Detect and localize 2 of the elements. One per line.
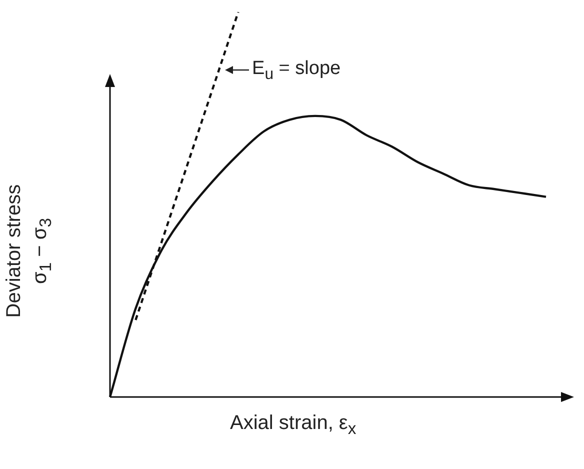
x-axis-title: Axial strain, ε$_{x}$: [230, 412, 356, 439]
annotation: E$_{u}$ = slope: [252, 58, 341, 84]
